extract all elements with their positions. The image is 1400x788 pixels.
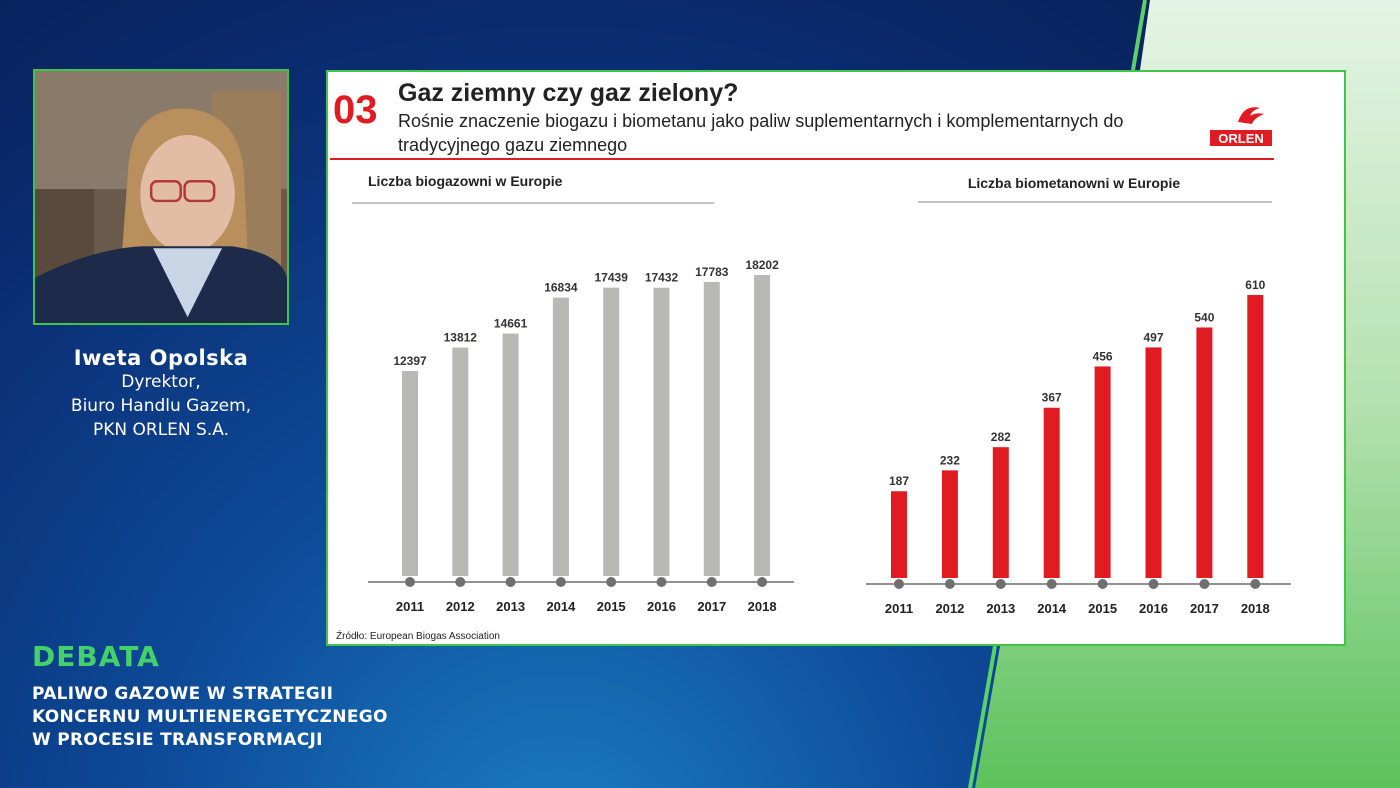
bar bbox=[1247, 295, 1264, 578]
data-label: 17439 bbox=[595, 271, 629, 285]
x-tick-label: 2013 bbox=[496, 599, 525, 614]
axis-marker bbox=[995, 579, 1006, 589]
bar bbox=[452, 347, 469, 576]
speaker-name: Iweta Opolska bbox=[73, 346, 249, 370]
bar bbox=[703, 281, 720, 576]
bar bbox=[653, 287, 670, 576]
x-tick-label: 2012 bbox=[446, 599, 475, 614]
bar bbox=[1043, 407, 1060, 578]
charts-area: Liczba biogazowni w Europie 12397 2011 1381… bbox=[352, 173, 1291, 616]
bar bbox=[402, 370, 418, 576]
x-tick-label: 2011 bbox=[396, 599, 424, 614]
bar bbox=[941, 470, 958, 578]
x-tick-label: 2011 bbox=[885, 601, 913, 616]
orlen-logo-icon: ORLEN bbox=[1210, 107, 1272, 146]
debate-caption: DEBATA PALIWO GAZOWE W STRATEGII KONCERN… bbox=[32, 640, 388, 752]
bar bbox=[1145, 347, 1162, 578]
speaker-caption: Iweta Opolska Dyrektor, Biuro Handlu Gaz… bbox=[20, 346, 302, 442]
axis-marker bbox=[405, 577, 415, 587]
data-label: 610 bbox=[1245, 278, 1265, 292]
x-tick-label: 2018 bbox=[1241, 601, 1270, 616]
axis-marker bbox=[1250, 579, 1261, 589]
x-tick-label: 2018 bbox=[748, 599, 777, 614]
bar bbox=[891, 491, 907, 578]
orlen-logo-text: ORLEN bbox=[1218, 131, 1264, 146]
bar bbox=[1196, 327, 1213, 578]
data-label: 17783 bbox=[695, 265, 729, 279]
speaker-video bbox=[33, 69, 289, 325]
slide-subtitle: Rośnie znaczenie biogazu i biometanu jak… bbox=[398, 111, 1124, 155]
axis-marker bbox=[606, 577, 617, 587]
x-tick-label: 2015 bbox=[597, 599, 626, 614]
bar bbox=[992, 447, 1009, 578]
debate-line-3: W PROCESIE TRANSFORMACJI bbox=[32, 730, 323, 750]
data-label: 456 bbox=[1093, 349, 1113, 363]
x-tick-label: 2017 bbox=[697, 599, 726, 614]
speaker-department: Biuro Handlu Gazem, bbox=[70, 396, 252, 416]
bar bbox=[754, 275, 771, 576]
slide-title: Gaz ziemny czy gaz zielony? bbox=[398, 79, 739, 107]
slide-number: 03 bbox=[333, 88, 378, 132]
axis-marker bbox=[505, 577, 516, 587]
x-tick-label: 2013 bbox=[986, 601, 1015, 616]
debate-tag: DEBATA bbox=[32, 640, 160, 673]
axis-marker bbox=[894, 579, 904, 589]
chart-title: Liczba biogazowni w Europie bbox=[368, 173, 563, 189]
debate-line-1: PALIWO GAZOWE W STRATEGII bbox=[32, 684, 334, 704]
axis-marker bbox=[455, 577, 466, 587]
source-note: Źródło: European Biogas Association bbox=[336, 631, 500, 642]
x-tick-label: 2015 bbox=[1088, 601, 1117, 616]
data-label: 14661 bbox=[494, 317, 528, 331]
data-label: 17432 bbox=[645, 271, 679, 285]
data-label: 187 bbox=[889, 474, 909, 488]
bar bbox=[1094, 366, 1111, 578]
axis-marker bbox=[944, 579, 955, 589]
axis-marker bbox=[1097, 579, 1108, 589]
x-tick-label: 2016 bbox=[647, 599, 676, 614]
x-tick-label: 2014 bbox=[546, 599, 576, 614]
x-tick-label: 2016 bbox=[1139, 601, 1168, 616]
x-tick-label: 2014 bbox=[1037, 601, 1067, 616]
data-label: 367 bbox=[1042, 391, 1062, 405]
bar bbox=[603, 287, 620, 576]
axis-marker bbox=[1199, 579, 1210, 589]
presentation-slide: 03 Gaz ziemny czy gaz zielony? Rośnie zn… bbox=[326, 70, 1346, 646]
x-tick-label: 2012 bbox=[935, 601, 964, 616]
bar bbox=[502, 333, 519, 576]
data-label: 13812 bbox=[444, 331, 478, 345]
data-label: 232 bbox=[940, 453, 960, 467]
axis-marker bbox=[757, 577, 768, 587]
speaker-role: Dyrektor, bbox=[121, 372, 201, 392]
axis-marker bbox=[656, 577, 667, 587]
data-label: 12397 bbox=[393, 354, 427, 368]
data-label: 18202 bbox=[745, 258, 779, 272]
data-label: 540 bbox=[1194, 310, 1214, 324]
axis-marker bbox=[706, 577, 717, 587]
debate-line-2: KONCERNU MULTIENERGETYCZNEGO bbox=[32, 707, 388, 727]
x-tick-label: 2017 bbox=[1190, 601, 1219, 616]
speaker-company: PKN ORLEN S.A. bbox=[93, 420, 229, 440]
data-label: 282 bbox=[991, 430, 1011, 444]
chart-title: Liczba biometanowni w Europie bbox=[968, 175, 1181, 191]
axis-marker bbox=[555, 577, 566, 587]
axis-marker bbox=[1046, 579, 1057, 589]
bar bbox=[552, 297, 569, 576]
axis-marker bbox=[1148, 579, 1159, 589]
data-label: 16834 bbox=[544, 281, 578, 295]
data-label: 497 bbox=[1143, 330, 1163, 344]
title-divider bbox=[330, 158, 1274, 160]
